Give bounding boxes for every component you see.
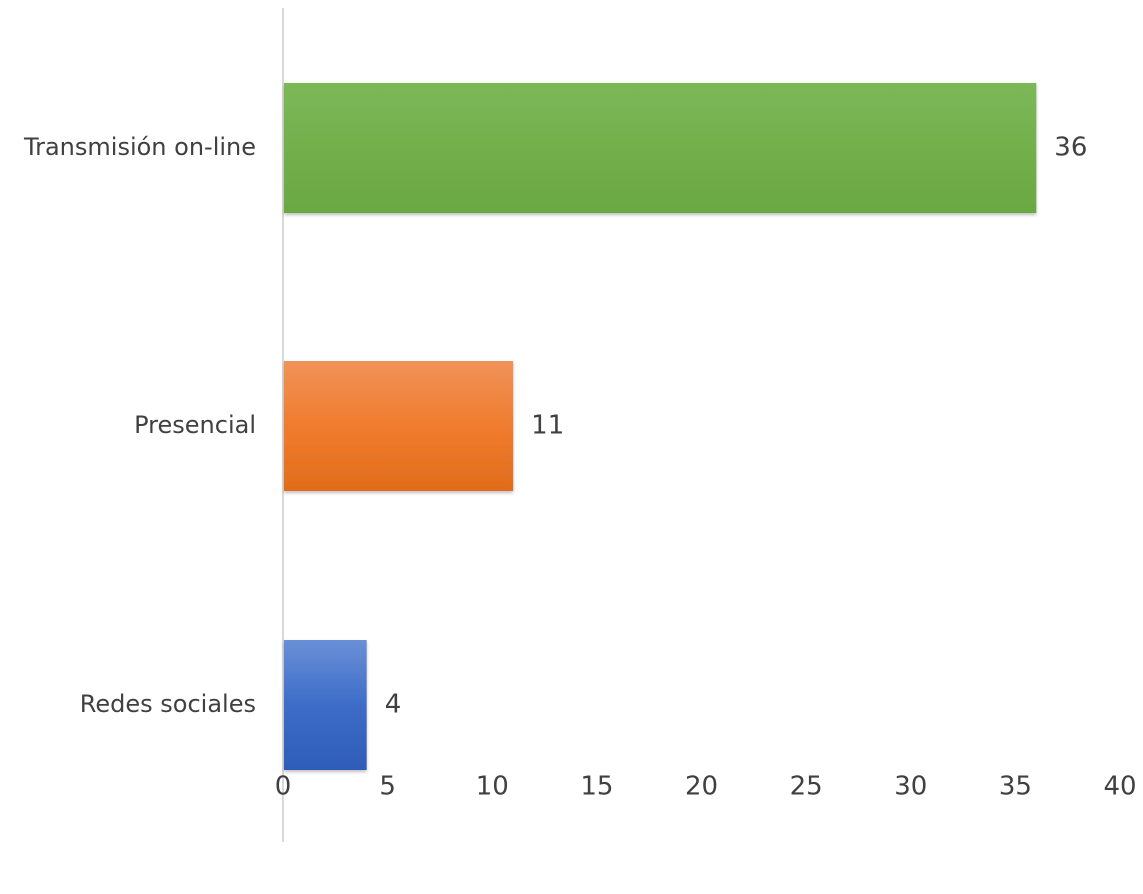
x-tick-label: 25 bbox=[790, 772, 823, 802]
x-tick-label: 5 bbox=[379, 772, 396, 802]
data-label: 4 bbox=[385, 690, 402, 720]
x-tick-label: 10 bbox=[476, 772, 509, 802]
category-label: Redes sociales bbox=[80, 690, 256, 718]
bars-layer bbox=[284, 83, 1037, 770]
x-tick-label: 40 bbox=[1103, 772, 1136, 802]
bar-0 bbox=[284, 83, 1037, 213]
labels-layer: Transmisión on-line 36 Presencial 11 Redes s… bbox=[23, 133, 1087, 720]
bar-2 bbox=[284, 640, 367, 770]
x-tick-label: 20 bbox=[685, 772, 718, 802]
bar-1 bbox=[284, 361, 514, 491]
x-tick-label: 35 bbox=[999, 772, 1032, 802]
category-label: Presencial bbox=[134, 411, 256, 439]
x-tick-label: 30 bbox=[894, 772, 927, 802]
x-tick-label: 0 bbox=[275, 772, 292, 802]
data-label: 36 bbox=[1054, 133, 1087, 163]
axis-layer: 0 5 10 15 20 25 30 35 40 bbox=[275, 8, 1137, 842]
category-label: Transmisión on-line bbox=[23, 133, 256, 161]
x-tick-label: 15 bbox=[580, 772, 613, 802]
data-label: 11 bbox=[531, 411, 564, 441]
